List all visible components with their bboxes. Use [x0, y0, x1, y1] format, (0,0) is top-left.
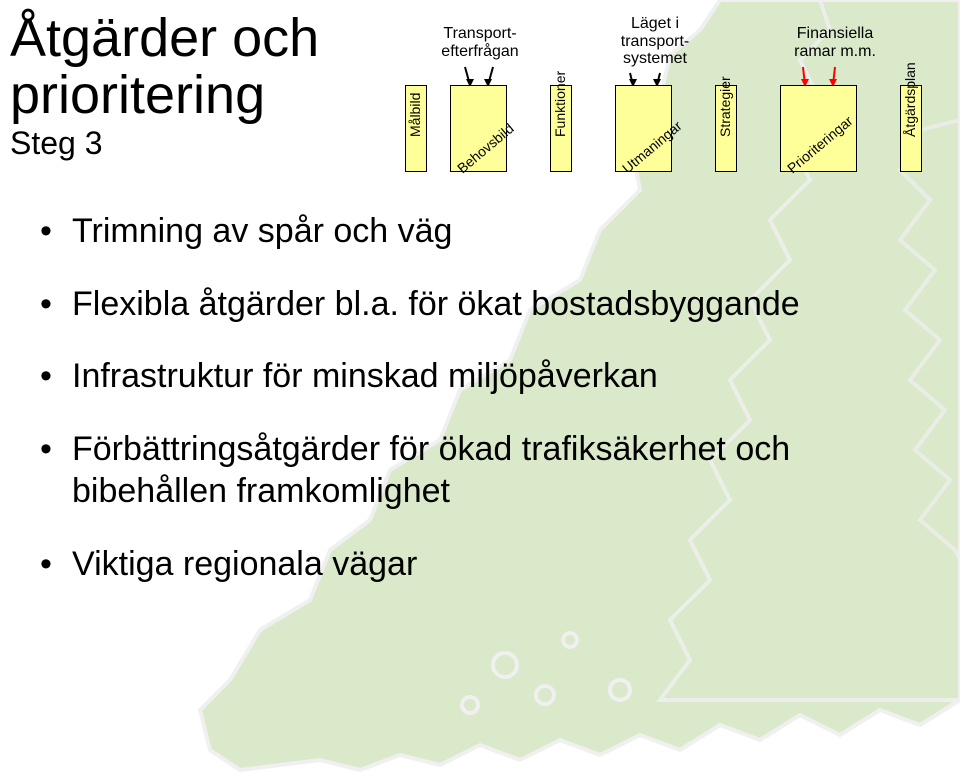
diagram-top-label: Läget itransport-systemet: [600, 15, 710, 68]
diagram-box-label: Strategier: [717, 119, 733, 137]
slide-title: Åtgärder och prioritering Steg 3: [10, 10, 425, 162]
process-diagram: Transport-efterfråganLäget itransport-sy…: [405, 25, 960, 185]
title-line-2: prioritering: [10, 67, 425, 124]
diagram-box-label: Åtgärdsplan: [902, 119, 918, 137]
bullet-item: Flexibla åtgärder bl.a. för ökat bostads…: [40, 283, 920, 326]
bullet-list: Trimning av spår och väg Flexibla åtgärde…: [40, 210, 920, 615]
bullet-item: Förbättringsåtgärder för ökad trafiksäke…: [40, 428, 920, 513]
diagram-top-label: Transport-efterfrågan: [425, 25, 535, 60]
bullet-item: Infrastruktur för minskad miljöpåverkan: [40, 355, 920, 398]
diagram-box-label: Målbild: [407, 119, 423, 137]
bullet-item: Viktiga regionala vägar: [40, 543, 920, 586]
title-sub: Steg 3: [10, 125, 425, 162]
diagram-top-label: Finansiellaramar m.m.: [780, 25, 890, 60]
bullet-item: Trimning av spår och väg: [40, 210, 920, 253]
diagram-box-label: Funktioner: [552, 119, 568, 137]
title-line-1: Åtgärder och: [10, 10, 425, 67]
